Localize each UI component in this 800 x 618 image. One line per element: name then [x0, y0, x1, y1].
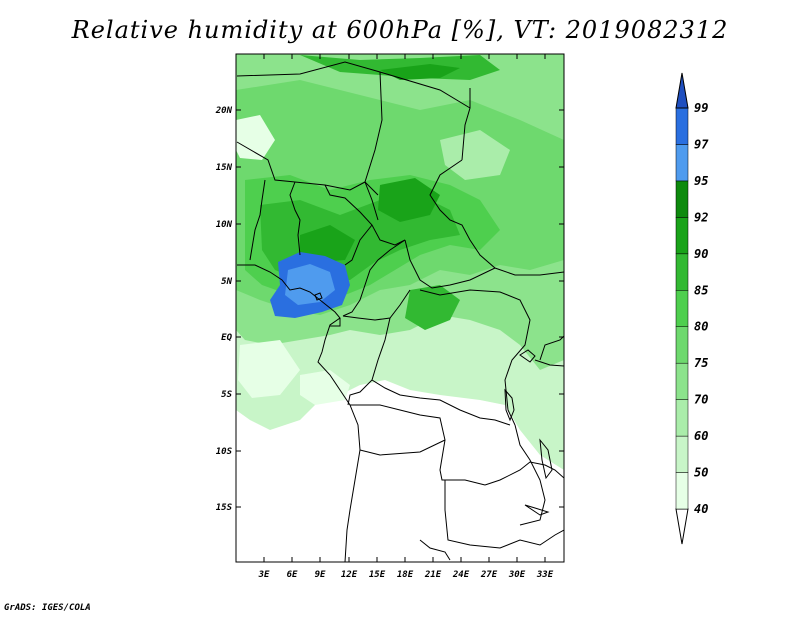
lon-tick-label: 18E: [397, 570, 414, 580]
lat-tick-label: 5N: [221, 277, 232, 287]
colorbar-label: 70: [694, 393, 708, 407]
lat-tick-label: 15N: [216, 163, 233, 173]
lon-tick-label: 24E: [452, 570, 470, 580]
colorbar-bin: [675, 107, 689, 145]
lon-tick-label: 15E: [369, 570, 386, 580]
lat-tick-label: EQ: [221, 333, 232, 343]
colorbar-label: 92: [694, 210, 708, 224]
colorbar-label: 75: [694, 356, 708, 370]
lon-tick-label: 27E: [480, 570, 498, 580]
lon-tick-label: 30E: [508, 570, 526, 580]
colorbar-label: 50: [694, 466, 708, 480]
lon-tick-label: 6E: [287, 570, 298, 580]
map-frame: [235, 53, 565, 563]
longitude-axis: 3E 6E 9E 12E 15E 18E 21E 24E 27E 30E 33E: [258, 54, 554, 580]
lon-tick-label: 21E: [424, 570, 442, 580]
country-borders: [236, 61, 564, 562]
colorbar-label: 80: [694, 320, 708, 334]
colorbar-bin: [675, 217, 689, 255]
colorbar-bin: [675, 472, 689, 510]
colorbar-label: 40: [694, 502, 708, 516]
colorbar-bin: [675, 508, 689, 545]
colorbar-bin: [675, 144, 689, 182]
colorbar-bin: [675, 180, 689, 218]
colorbar-bin: [675, 72, 689, 109]
colorbar-label: 99: [694, 101, 708, 115]
colorbar-label: 85: [694, 283, 708, 297]
colorbar-bin: [675, 253, 689, 291]
lon-tick-label: 12E: [341, 570, 358, 580]
lon-tick-label: 33E: [536, 570, 554, 580]
colorbar-bin: [675, 399, 689, 437]
lat-tick-label: 10N: [216, 220, 233, 230]
lat-tick-label: 20N: [215, 106, 233, 116]
colorbar-label: 90: [694, 247, 708, 261]
map-title: Relative humidity at 600hPa [%], VT: 201…: [71, 16, 729, 44]
lat-tick-label: 10S: [216, 447, 233, 457]
colorbar-label: 97: [694, 137, 709, 151]
lon-tick-label: 3E: [258, 570, 270, 580]
colorbar-bin: [675, 435, 689, 473]
lat-tick-label: 15S: [216, 503, 233, 513]
colorbar-label: 95: [694, 174, 708, 188]
map-panel: [236, 54, 564, 562]
grads-credit: GrADS: IGES/COLA: [4, 603, 91, 613]
lakes: [314, 292, 553, 516]
colorbar: 40 50 60 70 75 80 85 90 92 95 97 99: [675, 72, 709, 545]
lat-tick-label: 5S: [221, 390, 232, 400]
colorbar-bin: [675, 290, 689, 327]
lon-tick-label: 9E: [315, 570, 326, 580]
colorbar-bin: [675, 326, 689, 364]
colorbar-bin: [675, 362, 689, 400]
colorbar-label: 60: [694, 429, 708, 443]
latitude-axis: 20N 15N 10N 5N EQ 5S 10S 15S: [215, 106, 564, 513]
